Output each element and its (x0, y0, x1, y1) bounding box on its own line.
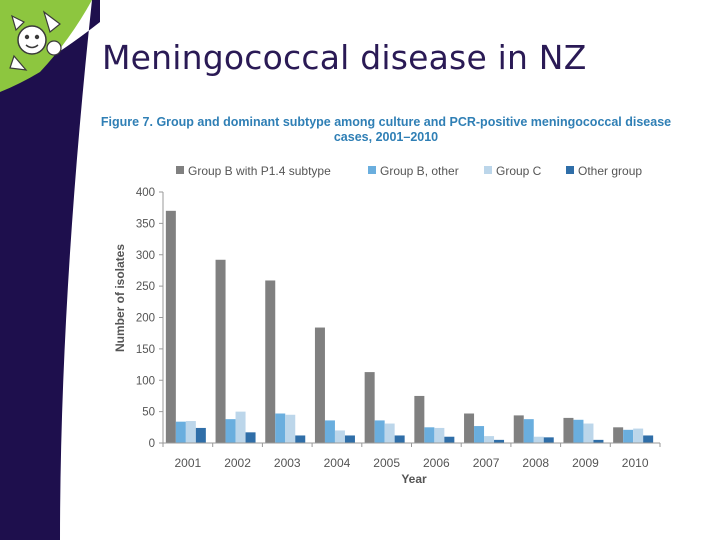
bar (494, 439, 505, 443)
x-tick-label: 2004 (324, 456, 351, 470)
slide-title: Meningococcal disease in NZ (102, 38, 587, 77)
y-tick-label: 50 (142, 407, 155, 419)
chart-title-line-2: cases, 2001–2010 (334, 130, 438, 144)
bar (225, 419, 236, 443)
bar (633, 428, 644, 443)
bar (424, 427, 435, 443)
bar (513, 415, 524, 443)
bar (523, 419, 534, 443)
chart-title-line-1: Figure 7. Group and dominant subtype amo… (101, 115, 671, 129)
bar (543, 437, 554, 443)
legend-swatch (484, 166, 492, 174)
legend-item: Group B, other (368, 164, 459, 178)
x-tick-label: 2007 (473, 456, 500, 470)
y-axis: 0 50 100 150 200 250 300 350 400 (136, 187, 164, 450)
bar (414, 395, 425, 443)
legend-label: Other group (578, 164, 642, 178)
x-tick-label: 2003 (274, 456, 301, 470)
x-tick-label: 2009 (572, 456, 599, 470)
x-tick-label: 2001 (174, 456, 201, 470)
mascot-logo (9, 10, 62, 71)
legend-label: Group C (496, 164, 542, 178)
bar (474, 426, 485, 443)
bar (364, 372, 375, 443)
x-tick-label: 2006 (423, 456, 450, 470)
legend-item: Other group (566, 164, 642, 178)
y-axis-label: Number of isolates (113, 244, 127, 352)
bar (165, 210, 176, 443)
bars (165, 210, 654, 443)
sidebar-band (0, 0, 100, 540)
bar (314, 327, 325, 443)
y-tick-label: 250 (136, 281, 155, 293)
bar (285, 414, 296, 443)
bar (484, 436, 495, 443)
bar (275, 413, 286, 443)
legend-swatch (566, 166, 574, 174)
y-tick-label: 400 (136, 187, 155, 199)
legend-label: Group B, other (380, 164, 459, 178)
bar (195, 427, 206, 443)
bar (185, 421, 196, 443)
bar (593, 439, 604, 443)
bar (573, 419, 584, 443)
bar (324, 420, 335, 443)
bar (265, 280, 276, 443)
bar (215, 259, 226, 443)
bar (464, 413, 475, 443)
y-tick-label: 0 (149, 438, 155, 450)
bar (533, 436, 544, 443)
legend-swatch (368, 166, 376, 174)
y-tick-label: 150 (136, 344, 155, 356)
bar (235, 411, 246, 443)
y-tick-label: 200 (136, 313, 155, 325)
x-tick-label: 2010 (622, 456, 649, 470)
x-axis-label: Year (401, 472, 427, 486)
x-axis: 2001 2002 2003 2004 2005 2006 2007 2008 2009 2010 (162, 442, 661, 470)
legend-swatch (176, 166, 184, 174)
bar (643, 435, 654, 443)
bar (623, 429, 634, 443)
bar (175, 421, 186, 443)
chart-title: Figure 7. Group and dominant subtype amo… (101, 115, 671, 144)
y-tick-label: 100 (136, 375, 155, 387)
bar (295, 435, 306, 443)
y-tick-label: 350 (136, 218, 155, 230)
bar (444, 436, 455, 443)
legend-item: Group C (484, 164, 542, 178)
x-tick-label: 2008 (522, 456, 549, 470)
bar (374, 420, 385, 443)
bar (394, 435, 405, 443)
bar (563, 417, 574, 443)
x-tick-label: 2005 (373, 456, 400, 470)
bar (344, 435, 355, 443)
legend-label: Group B with P1.4 subtype (188, 164, 331, 178)
bar (245, 432, 256, 443)
x-tick-label: 2002 (224, 456, 251, 470)
bar (613, 427, 624, 443)
bar (334, 430, 345, 443)
bar (434, 427, 445, 443)
bar (583, 423, 594, 443)
y-tick-label: 300 (136, 250, 155, 262)
bar (384, 423, 395, 443)
legend-item: Group B with P1.4 subtype (176, 164, 331, 178)
legend: Group B with P1.4 subtype Group B, other G… (176, 164, 642, 178)
